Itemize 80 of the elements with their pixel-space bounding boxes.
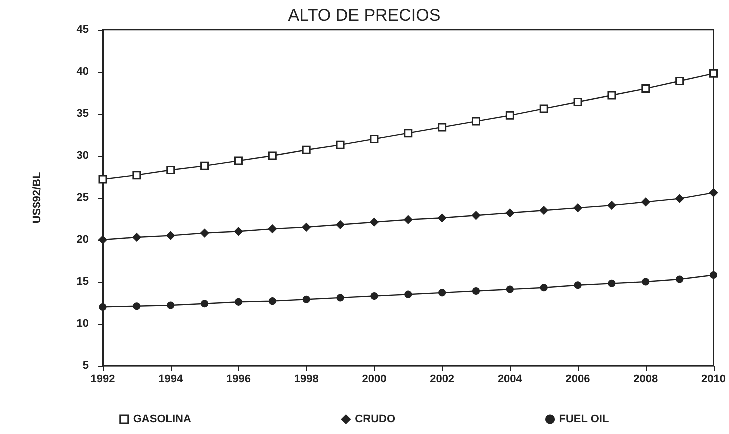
point [540, 104, 548, 114]
x-tick-label: 2002 [430, 374, 455, 386]
point [132, 171, 142, 180]
point [336, 294, 344, 302]
point [472, 117, 480, 126]
y-tick-label: 20 [76, 234, 89, 246]
y-tick-label: 30 [76, 150, 89, 162]
point [167, 302, 175, 310]
point [710, 69, 718, 78]
point [608, 91, 616, 100]
point [642, 278, 650, 286]
chart-title: ALTO DE PRECIOS [288, 6, 441, 25]
point [540, 284, 548, 292]
point [642, 84, 650, 94]
point [268, 298, 276, 306]
point [506, 286, 514, 294]
point [642, 198, 650, 206]
y-tick-label: 5 [82, 360, 89, 372]
point [404, 290, 412, 298]
point [133, 302, 141, 310]
point [438, 214, 447, 222]
point [608, 280, 616, 288]
point [302, 223, 311, 232]
x-tick-label: 2000 [362, 374, 387, 386]
y-tick-label: 25 [76, 192, 89, 204]
point [268, 224, 277, 234]
point [200, 229, 210, 238]
x-tick-label: 1996 [226, 374, 251, 386]
point [99, 303, 107, 311]
point [166, 232, 176, 240]
y-tick-label: 45 [76, 24, 89, 36]
x-tick-label: 1992 [90, 374, 116, 386]
point [370, 134, 379, 144]
point [506, 208, 514, 218]
point [234, 298, 242, 306]
point [370, 218, 379, 227]
legend-label: GASOLINA [133, 414, 192, 426]
x-tick-label: 2004 [498, 374, 524, 386]
point [404, 216, 413, 224]
point [472, 211, 480, 220]
point [710, 188, 718, 198]
point [472, 287, 480, 295]
point [676, 276, 684, 284]
y-tick-label: 15 [76, 276, 89, 288]
x-tick-label: 1994 [158, 374, 184, 386]
x-tick-label: 2010 [702, 374, 726, 386]
point [132, 233, 142, 242]
point [302, 296, 310, 304]
y-tick-label: 35 [76, 108, 89, 120]
point [302, 146, 311, 154]
point [166, 166, 176, 175]
point [574, 98, 582, 106]
point [268, 152, 277, 160]
x-tick-label: 1998 [294, 374, 319, 386]
x-tick-label: 2006 [566, 374, 590, 386]
point [438, 289, 446, 297]
legend-label: CRUDO [355, 414, 396, 426]
point [710, 272, 718, 280]
point [438, 123, 447, 132]
point [540, 206, 548, 215]
point [234, 227, 243, 236]
point [404, 129, 413, 138]
y-axis-title: US$92/BL [32, 172, 44, 224]
point [574, 204, 582, 212]
point [200, 162, 210, 170]
point [234, 156, 243, 166]
x-tick-label: 2008 [634, 374, 658, 386]
point [370, 292, 378, 300]
point [506, 111, 514, 120]
point [676, 194, 684, 204]
legend-label: FUEL OIL [559, 414, 610, 426]
point [336, 220, 345, 230]
point [608, 201, 616, 210]
point [98, 175, 108, 184]
y-tick-label: 10 [76, 318, 89, 330]
point [336, 140, 345, 150]
point [574, 282, 582, 290]
point [201, 300, 209, 308]
y-tick-label: 40 [76, 66, 89, 78]
point [676, 76, 684, 86]
